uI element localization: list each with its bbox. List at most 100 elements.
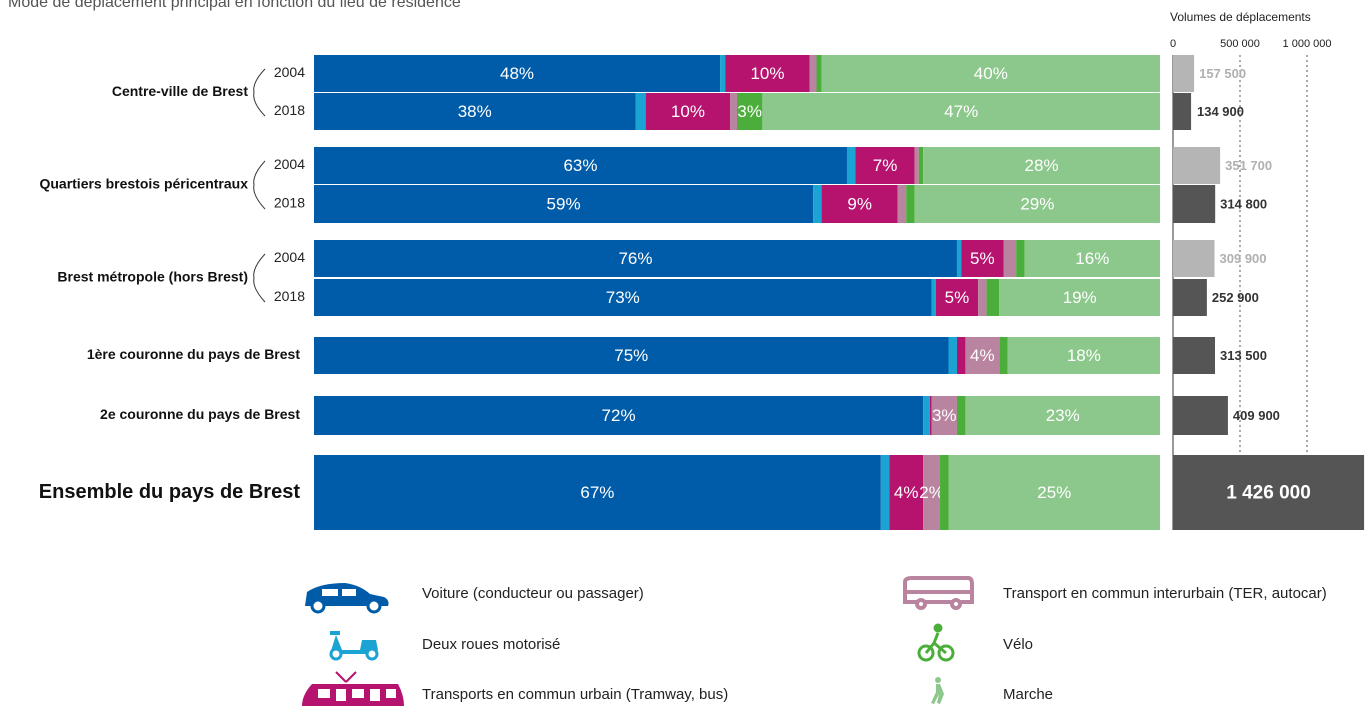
value-label: 75% xyxy=(614,346,648,365)
value-label: 48% xyxy=(500,64,534,83)
value-label: 10% xyxy=(671,102,705,121)
group-label: 2e couronne du pays de Brest xyxy=(100,406,300,422)
volume-label: 252 900 xyxy=(1212,290,1259,305)
bar-segment xyxy=(923,147,1160,184)
volume-bar xyxy=(1173,396,1228,435)
bar-segment xyxy=(1016,240,1025,277)
bar-segment xyxy=(1007,337,1160,374)
volume-label: 314 800 xyxy=(1220,196,1267,211)
bar-segment xyxy=(720,55,726,92)
value-label: 29% xyxy=(1020,194,1054,213)
bar-segment xyxy=(730,93,737,130)
bar-segment xyxy=(314,147,847,184)
bar-segment xyxy=(923,396,930,435)
volume-bar xyxy=(1173,240,1215,277)
value-label: 18% xyxy=(1067,346,1101,365)
volume-label: 313 500 xyxy=(1220,348,1267,363)
year-label: 2018 xyxy=(274,102,305,118)
value-label: 16% xyxy=(1075,249,1109,268)
value-label: 47% xyxy=(944,102,978,121)
value-label: 9% xyxy=(847,194,872,213)
year-label: 2018 xyxy=(274,195,305,211)
group-label: Ensemble du pays de Brest xyxy=(39,481,301,503)
value-label: 7% xyxy=(873,156,898,175)
value-label: 2% xyxy=(919,483,944,502)
legend-label: Transport en commun interurbain (TER, au… xyxy=(1003,585,1327,602)
bar-segment xyxy=(846,147,856,184)
bar-segment xyxy=(965,337,1000,374)
volumes-title: Volumes de déplacements xyxy=(1170,10,1311,24)
volume-label: 309 900 xyxy=(1220,251,1267,266)
value-label: 3% xyxy=(932,406,957,425)
bar-segment xyxy=(935,279,979,316)
legend-label: Transports en commun urbain (Tramway, bu… xyxy=(422,686,728,703)
bar-segment xyxy=(880,455,890,530)
bar-segment xyxy=(635,93,646,130)
legend-label: Voiture (conducteur ou passager) xyxy=(422,585,644,602)
bar-segment xyxy=(813,185,822,223)
bar-segment xyxy=(940,455,949,530)
bar-segment xyxy=(314,93,636,130)
chart-title: Mode de déplacement principal en fonctio… xyxy=(8,0,461,11)
bar-segment xyxy=(986,279,1000,316)
bar-segment xyxy=(948,455,1160,530)
bar-segment xyxy=(821,185,898,223)
bar-segment xyxy=(956,337,966,374)
bar-segment xyxy=(725,55,810,92)
bar-segment xyxy=(314,185,814,223)
value-label: 38% xyxy=(458,102,492,121)
volume-bar xyxy=(1173,147,1221,184)
bar-segment xyxy=(978,279,987,316)
value-label: 4% xyxy=(970,346,995,365)
bar-segment xyxy=(855,147,915,184)
legend-icon-bus xyxy=(903,576,974,610)
volume-label: 409 900 xyxy=(1233,408,1280,423)
value-label: 40% xyxy=(974,64,1008,83)
value-label: 76% xyxy=(618,249,652,268)
bar-segment xyxy=(314,396,924,435)
volume-bar xyxy=(1173,279,1207,316)
bar-segment xyxy=(918,147,924,184)
bar-segment xyxy=(314,337,949,374)
bar-segment xyxy=(762,93,1160,130)
value-label: 72% xyxy=(602,406,636,425)
year-label: 2004 xyxy=(274,64,305,80)
bar-segment xyxy=(1003,240,1017,277)
bar-segment xyxy=(929,396,932,435)
legend-icon-walker xyxy=(931,677,944,704)
group-bracket xyxy=(253,160,266,210)
bar-segment xyxy=(931,279,936,316)
legend-label: Marche xyxy=(1003,686,1053,703)
volume-bar xyxy=(1173,93,1192,130)
value-label: 63% xyxy=(563,156,597,175)
legend-icon-car xyxy=(305,583,389,614)
bar-segment xyxy=(897,185,907,223)
bar-segment xyxy=(923,455,941,530)
volume-label: 1 426 000 xyxy=(1226,483,1311,504)
year-label: 2004 xyxy=(274,249,305,265)
volume-tick-label: 1 000 000 xyxy=(1283,38,1332,50)
volume-label: 157 500 xyxy=(1199,66,1246,81)
bar-segment xyxy=(961,240,1004,277)
bar-segment xyxy=(999,279,1160,316)
value-label: 67% xyxy=(580,483,614,502)
volume-bar xyxy=(1173,55,1195,92)
volume-bar xyxy=(1173,337,1216,374)
bar-segment xyxy=(956,240,962,277)
legend-icon-tram xyxy=(302,671,404,706)
value-label: 5% xyxy=(945,288,970,307)
group-label: Quartiers brestois péricentraux xyxy=(39,176,248,192)
bar-segment xyxy=(956,396,966,435)
legend-label: Deux roues motorisé xyxy=(422,636,560,653)
bar-segment xyxy=(999,337,1008,374)
value-label: 23% xyxy=(1046,406,1080,425)
value-label: 10% xyxy=(750,64,784,83)
bar-segment xyxy=(889,455,924,530)
volume-label: 134 900 xyxy=(1197,104,1244,119)
volume-bar xyxy=(1173,185,1216,223)
value-label: 19% xyxy=(1063,288,1097,307)
volume-label: 351 700 xyxy=(1225,158,1272,173)
year-label: 2004 xyxy=(274,156,305,172)
value-label: 28% xyxy=(1025,156,1059,175)
bar-segment xyxy=(816,55,822,92)
